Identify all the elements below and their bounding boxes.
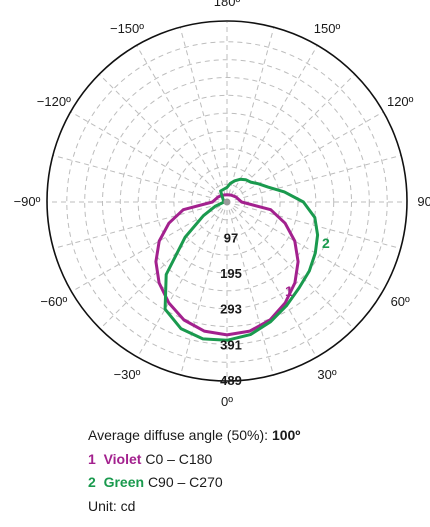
diffuse-angle-label: Average diffuse angle (50%): [88,427,272,443]
legend-violet-planes: C0 – C180 [145,450,213,467]
angle-tick-label-7: −30º [114,367,141,382]
grid-spoke-150 [230,45,318,196]
legend-series-green: 2 Green C90 – C270 [88,471,300,495]
grid-ring-7 [84,59,370,345]
grid-spoke-30 [230,208,318,359]
legend-green-planes: C90 – C270 [147,474,223,490]
grid-spoke-300 [70,205,221,293]
diffuse-angle-row: Average diffuse angle (50%): 100º [88,424,300,448]
angle-tick-label-6: 0º [221,394,233,409]
series-curve-violet [154,193,300,337]
angle-tick-label-0: 180º [214,0,241,9]
angle-tick-label-9: −90º [14,194,41,209]
grid-spoke-345 [179,209,226,377]
angle-tick-label-3: 90º [417,194,430,209]
curve-label-green: 2 [322,235,330,251]
angle-tick-label-5: 30º [317,367,336,382]
grid-ring-6 [102,77,352,327]
angle-tick-label-10: −120º [37,94,71,109]
legend-violet-number: 1 [88,450,96,467]
angle-tick-label-4: 60º [391,294,410,309]
grid-spoke-45 [232,207,355,330]
grid-spoke-255 [52,154,220,201]
radial-tick-label-0: 97 [224,230,238,245]
angle-tick-label-1: 150º [314,21,341,36]
legend: Average diffuse angle (50%): 100º 1 Viol… [88,424,300,518]
grid-spoke-75 [234,203,402,250]
radial-tick-label-4: 489 [220,373,242,388]
diffuse-angle-value: 100º [271,427,301,443]
series-curve-green [163,177,320,342]
grid-spoke-285 [52,203,220,250]
outer-circle [46,20,408,382]
curve-label-violet: 1 [285,283,293,299]
curves [154,177,320,342]
polar-grid [46,20,408,382]
grid-spoke-105 [234,154,402,201]
angle-tick-label-8: −60º [40,294,67,309]
grid-spoke-165 [228,27,275,195]
angle-tick-label-11: −150º [110,21,144,36]
legend-green-name: Green [103,474,145,490]
grid-spoke-315 [99,207,222,330]
grid-spoke-225 [99,74,222,197]
radial-tick-labels: 97 195 293 391 489 [220,230,242,388]
grid-spoke-60 [233,205,384,293]
legend-green-number: 2 [88,474,96,490]
grid-spoke-240 [70,111,221,199]
grid-ring-8 [66,41,388,363]
grid-ring-4 [137,112,317,292]
angle-tick-label-2: 120º [387,94,414,109]
grid-spoke-195 [179,27,226,195]
grid-spoke-135 [232,74,355,197]
angle-tick-labels: 180º 150º 120º 90º 60º 30º 0º −30º −60º −90º −120º… [14,0,430,409]
grid-spoke-330 [136,208,224,359]
polar-origin-dot [223,198,231,206]
grid-spoke-120 [233,111,384,199]
polar-light-distribution-chart: 97 195 293 391 489 180º 150º 120º 90º 60º 30º 0º −3… [14,0,430,409]
radial-tick-label-3: 391 [220,337,242,352]
radial-tick-label-2: 293 [220,302,242,317]
unit-label: Unit: cd [88,497,136,514]
legend-series-violet: 1 Violet C0 – C180 [88,448,300,472]
radial-tick-label-1: 195 [220,266,242,281]
grid-spoke-210 [136,45,224,196]
grid-ring-5 [119,94,335,310]
legend-violet-name: Violet [103,450,142,467]
grid-spoke-15 [228,209,275,377]
